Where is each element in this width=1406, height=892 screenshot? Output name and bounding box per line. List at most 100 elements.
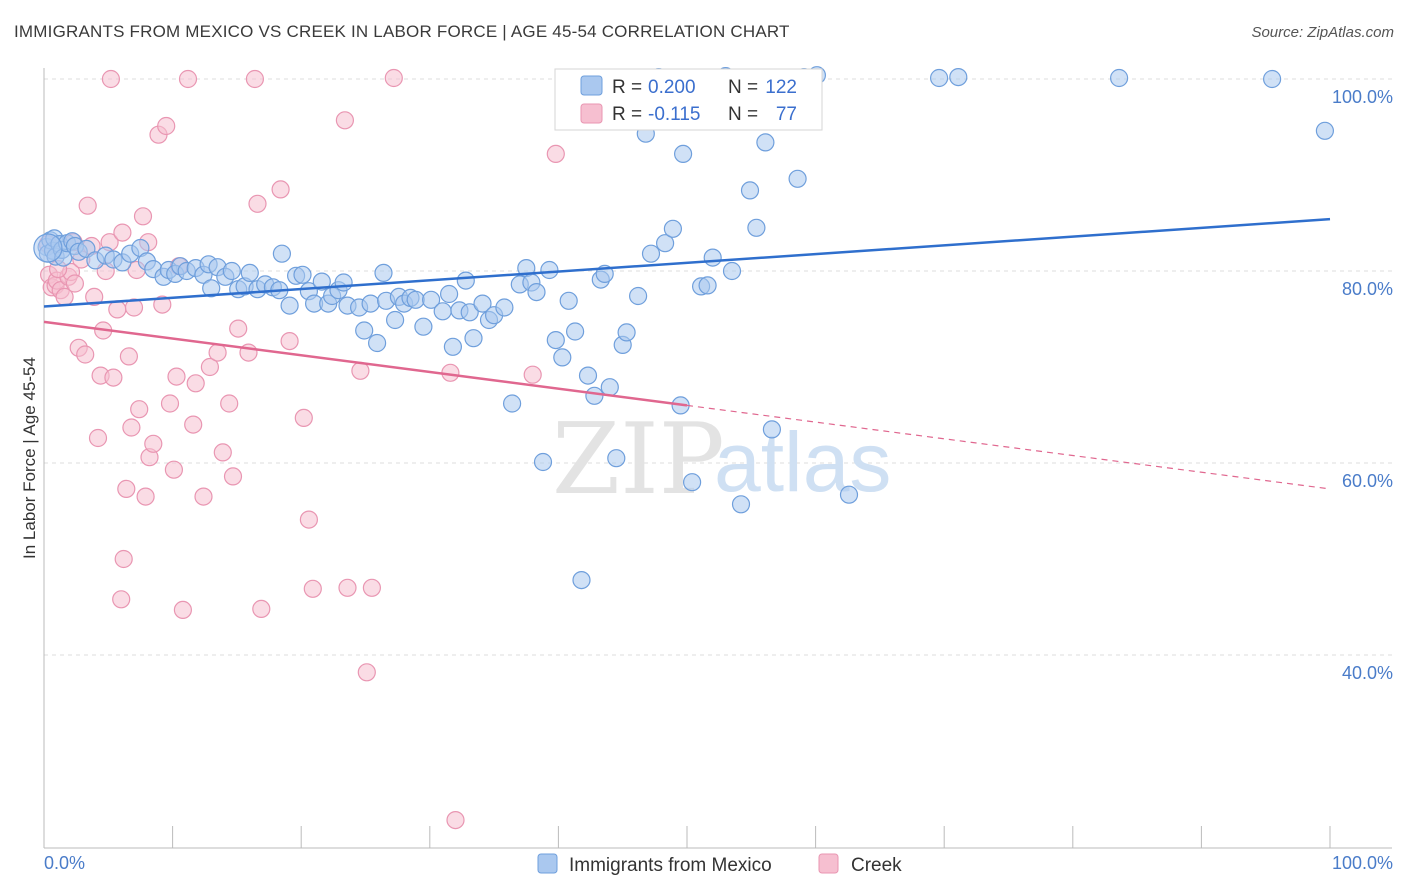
creek-point bbox=[523, 365, 542, 384]
mexico-point bbox=[272, 244, 291, 263]
mexico-point bbox=[406, 290, 425, 309]
creek-point bbox=[133, 207, 153, 226]
creek-points bbox=[38, 68, 565, 830]
creek-point bbox=[271, 180, 290, 199]
mexico-point bbox=[460, 303, 479, 322]
y-tick-label: 40.0% bbox=[1342, 663, 1393, 683]
creek-point bbox=[173, 600, 192, 620]
creek-point bbox=[104, 368, 123, 387]
legend-n-value-2: 77 bbox=[776, 104, 797, 125]
bottom-legend-label-mexico: Immigrants from Mexico bbox=[569, 855, 772, 876]
creek-point bbox=[446, 810, 465, 830]
creek-point bbox=[229, 319, 248, 338]
creek-point bbox=[144, 434, 163, 453]
watermark: ZIP atlas bbox=[552, 403, 891, 517]
mexico-point bbox=[628, 286, 648, 306]
mexico-point-cluster bbox=[33, 233, 63, 263]
creek-point bbox=[208, 343, 227, 362]
creek-point bbox=[65, 274, 85, 293]
mexico-point bbox=[1109, 68, 1129, 88]
mexico-point bbox=[682, 473, 702, 492]
creek-point bbox=[119, 347, 138, 366]
creek-point bbox=[220, 394, 239, 413]
mexico-point bbox=[747, 218, 766, 237]
mexico-point bbox=[502, 394, 522, 413]
creek-point bbox=[546, 144, 565, 163]
mexico-point bbox=[553, 348, 572, 367]
creek-trend-line-extrapolated bbox=[686, 404, 1331, 490]
legend-n-value-1: 122 bbox=[765, 77, 797, 98]
mexico-point bbox=[617, 323, 636, 342]
legend-r-value-1: 0.200 bbox=[648, 77, 696, 98]
creek-point bbox=[178, 69, 198, 89]
mexico-point bbox=[839, 485, 859, 504]
correlation-legend: R = 0.200 N = 122 R = -0.115 N = 77 bbox=[554, 68, 823, 131]
legend-n-label-2: N = bbox=[728, 104, 758, 125]
mexico-point bbox=[559, 291, 578, 310]
mexico-point bbox=[433, 302, 452, 321]
mexico-point bbox=[641, 244, 661, 263]
creek-point bbox=[184, 415, 203, 434]
mexico-point bbox=[731, 495, 751, 514]
mexico-point bbox=[703, 248, 722, 267]
y-axis-label: In Labor Force | Age 45-54 bbox=[20, 357, 39, 559]
mexico-point bbox=[312, 272, 331, 291]
y-tick-label: 80.0% bbox=[1342, 279, 1393, 299]
creek-point bbox=[335, 111, 354, 130]
creek-point bbox=[186, 374, 205, 393]
trend-lines bbox=[43, 217, 1331, 490]
mexico-point bbox=[756, 133, 775, 152]
mexico-point bbox=[788, 169, 807, 188]
creek-point bbox=[108, 300, 127, 319]
mexico-point bbox=[578, 366, 598, 385]
creek-point bbox=[362, 578, 381, 597]
mexico-point bbox=[280, 296, 299, 315]
mexico-point bbox=[762, 420, 782, 439]
chart-title: IMMIGRANTS FROM MEXICO VS CREEK IN LABOR… bbox=[14, 22, 790, 41]
mexico-point bbox=[698, 276, 717, 295]
grid-lines bbox=[44, 78, 1392, 656]
mexico-point bbox=[585, 386, 604, 405]
mexico-point bbox=[540, 260, 559, 280]
legend-r-value-2: -0.115 bbox=[648, 104, 700, 125]
creek-point bbox=[113, 223, 132, 242]
mexico-point bbox=[673, 144, 693, 163]
series-legend: Immigrants from Mexico Creek bbox=[537, 853, 902, 876]
creek-point bbox=[157, 116, 176, 136]
mexico-point bbox=[533, 452, 553, 472]
legend-r-label-2: R = bbox=[612, 104, 642, 125]
y-tick-label: 100.0% bbox=[1332, 87, 1393, 107]
creek-point bbox=[112, 590, 131, 609]
creek-point bbox=[164, 460, 183, 479]
watermark-zip: ZIP bbox=[552, 403, 725, 517]
mexico-point bbox=[443, 337, 462, 356]
mexico-point bbox=[222, 261, 241, 281]
legend-r-label-1: R = bbox=[612, 77, 642, 98]
legend-swatch-creek bbox=[580, 103, 603, 124]
mexico-point bbox=[334, 273, 353, 292]
mexico-point bbox=[655, 234, 675, 253]
creek-point bbox=[303, 579, 322, 598]
x-tick-label-min: 0.0% bbox=[44, 853, 85, 873]
mexico-point bbox=[386, 310, 405, 330]
creek-point bbox=[213, 443, 232, 462]
creek-point bbox=[200, 357, 219, 377]
mexico-point bbox=[1315, 121, 1335, 140]
creek-point bbox=[124, 298, 144, 317]
mexico-point bbox=[929, 68, 949, 88]
creek-point bbox=[223, 467, 243, 486]
source-label: Source: ZipAtlas.com bbox=[1251, 24, 1394, 41]
mexico-point bbox=[240, 263, 259, 282]
mexico-point bbox=[1262, 69, 1282, 89]
creek-point bbox=[252, 599, 271, 619]
mexico-point bbox=[663, 219, 683, 238]
mexico-trend-line bbox=[43, 217, 1331, 308]
mexico-point bbox=[456, 271, 475, 290]
creek-point bbox=[153, 295, 172, 314]
mexico-point bbox=[361, 294, 380, 313]
mexico-point bbox=[527, 283, 546, 302]
mexico-point bbox=[374, 263, 393, 282]
creek-point bbox=[101, 69, 121, 89]
mexico-point bbox=[607, 449, 626, 468]
x-ticks bbox=[43, 826, 1331, 848]
